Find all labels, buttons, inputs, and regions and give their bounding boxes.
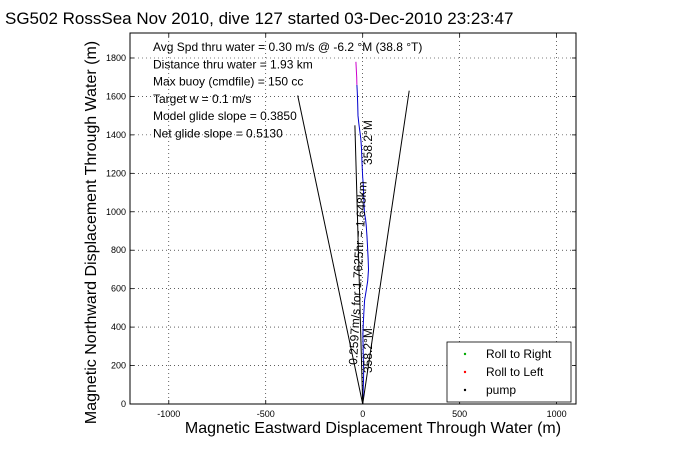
legend-label: Roll to Right [486, 347, 552, 361]
annotation-line: Distance thru water = 1.93 km [153, 57, 313, 71]
y-axis-label: Magnetic Northward Displacement Through … [83, 41, 100, 424]
y-tick-label: 1800 [106, 53, 126, 63]
legend-label: pump [486, 383, 516, 397]
series-line-1 [356, 84, 370, 405]
annotation-block: Avg Spd thru water = 0.30 m/s @ -6.2 °M … [153, 40, 422, 141]
series-line-3 [297, 95, 364, 405]
annotation-line: Target w = 0.1 m/s [153, 92, 251, 106]
legend-marker [463, 388, 467, 392]
series-line-2 [355, 61, 358, 85]
heading-labels: 358.2°M0.2597m/s for 1.7625hr = 1.648km3… [346, 120, 375, 373]
legend-box [446, 341, 572, 403]
y-tick-label: 1600 [106, 91, 126, 101]
x-tick-label: 0 [360, 409, 365, 419]
y-tick-label: 400 [111, 322, 126, 332]
y-tick-label: 0 [121, 399, 126, 409]
x-tick-label: -500 [257, 409, 275, 419]
y-tick-label: 1200 [106, 168, 126, 178]
tick-labels: -1000 -500 0 500 1000 0 200 400 600 800 1000 1200 14… [106, 53, 567, 419]
heading-label: 358.2°M [361, 328, 375, 373]
legend-marker [463, 352, 467, 356]
y-tick-label: 600 [111, 284, 126, 294]
y-tick-label: 1000 [106, 207, 126, 217]
series-line-4 [362, 90, 410, 405]
y-tick-label: 800 [111, 245, 126, 255]
chart-title: SG502 RossSea Nov 2010, dive 127 started… [5, 9, 513, 28]
annotation-line: Net glide slope = 0.5130 [153, 127, 283, 141]
x-tick-label: 1000 [547, 409, 567, 419]
x-axis-label: Magnetic Eastward Displacement Through W… [185, 420, 561, 437]
annotation-line: Max buoy (cmdfile) = 150 cc [153, 75, 303, 89]
legend: Roll to Right Roll to Left pump [446, 341, 572, 403]
series-line-5 [354, 125, 364, 405]
x-tick-label: -1000 [157, 409, 180, 419]
x-tick-label: 500 [452, 409, 467, 419]
annotation-line: Avg Spd thru water = 0.30 m/s @ -6.2 °M … [153, 40, 422, 54]
heading-label: 358.2°M [361, 120, 375, 165]
series-layer [297, 61, 410, 405]
plot-frame [129, 32, 577, 405]
y-tick-label: 200 [111, 361, 126, 371]
legend-label: Roll to Left [486, 365, 544, 379]
annotation-line: Model glide slope = 0.3850 [153, 109, 297, 123]
legend-marker [463, 370, 467, 374]
y-tick-label: 1400 [106, 130, 126, 140]
